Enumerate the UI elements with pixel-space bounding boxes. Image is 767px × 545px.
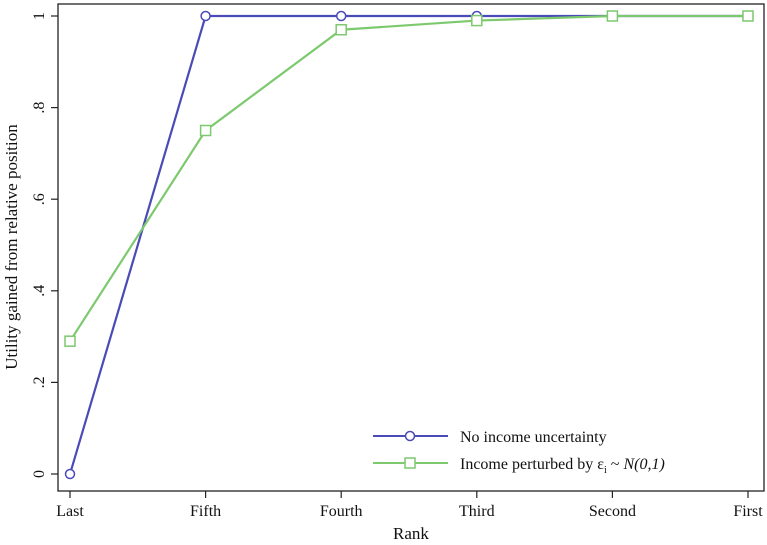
legend-label-tilde: ~ bbox=[607, 456, 624, 473]
y-tick-label: .8 bbox=[31, 102, 48, 114]
data-point-square bbox=[742, 10, 754, 22]
plot-frame bbox=[57, 3, 765, 492]
x-axis-title: Rank bbox=[393, 524, 429, 543]
legend-marker-circle bbox=[404, 430, 416, 442]
series-line bbox=[69, 14, 748, 342]
y-tick-label: 1 bbox=[31, 12, 48, 20]
legend-label-main: Income perturbed by ε bbox=[460, 456, 604, 473]
x-tick-label: Fourth bbox=[320, 503, 363, 520]
series-line bbox=[68, 14, 748, 475]
x-tick-label: Third bbox=[459, 503, 495, 520]
data-point-square bbox=[64, 335, 76, 347]
x-tick-label: Last bbox=[56, 503, 84, 520]
y-tick-label: 0 bbox=[31, 470, 48, 478]
legend-label-distribution: N(0,1) bbox=[622, 456, 664, 473]
y-axis: 0 .2 .4 .6 .8 1 bbox=[31, 12, 58, 478]
legend-item-no-uncertainty: No income uncertainty bbox=[373, 429, 607, 446]
legend-label-subscript: i bbox=[604, 465, 607, 476]
data-point-circle bbox=[200, 10, 211, 22]
y-tick-label: .4 bbox=[31, 285, 48, 297]
y-tick-label: .2 bbox=[31, 376, 48, 388]
legend-label-no-uncertainty: No income uncertainty bbox=[460, 429, 607, 446]
x-tick-label: First bbox=[733, 503, 763, 520]
legend-marker-square bbox=[404, 457, 416, 469]
x-axis: Last Fifth Fourth Third Second First bbox=[56, 491, 763, 520]
series-layer bbox=[64, 10, 754, 480]
legend-item-income-perturbed: Income perturbed by εi ~ N(0,1) bbox=[373, 456, 665, 476]
y-axis-title: Utility gained from relative position bbox=[2, 124, 21, 370]
data-point-square bbox=[335, 23, 347, 36]
x-tick-label: Fifth bbox=[190, 503, 221, 520]
legend-label-income-perturbed: Income perturbed by εi ~ N(0,1) bbox=[460, 456, 665, 476]
data-point-circle bbox=[64, 468, 76, 480]
series-0 bbox=[64, 10, 754, 480]
legend: No income uncertainty Income perturbed b… bbox=[373, 429, 665, 476]
data-point-circle bbox=[335, 10, 347, 22]
data-point-square bbox=[199, 124, 212, 137]
y-tick-label: .6 bbox=[31, 193, 48, 205]
series-1 bbox=[64, 10, 754, 347]
data-point-square bbox=[606, 10, 619, 22]
data-point-square bbox=[471, 14, 483, 27]
x-tick-label: Second bbox=[589, 503, 636, 520]
